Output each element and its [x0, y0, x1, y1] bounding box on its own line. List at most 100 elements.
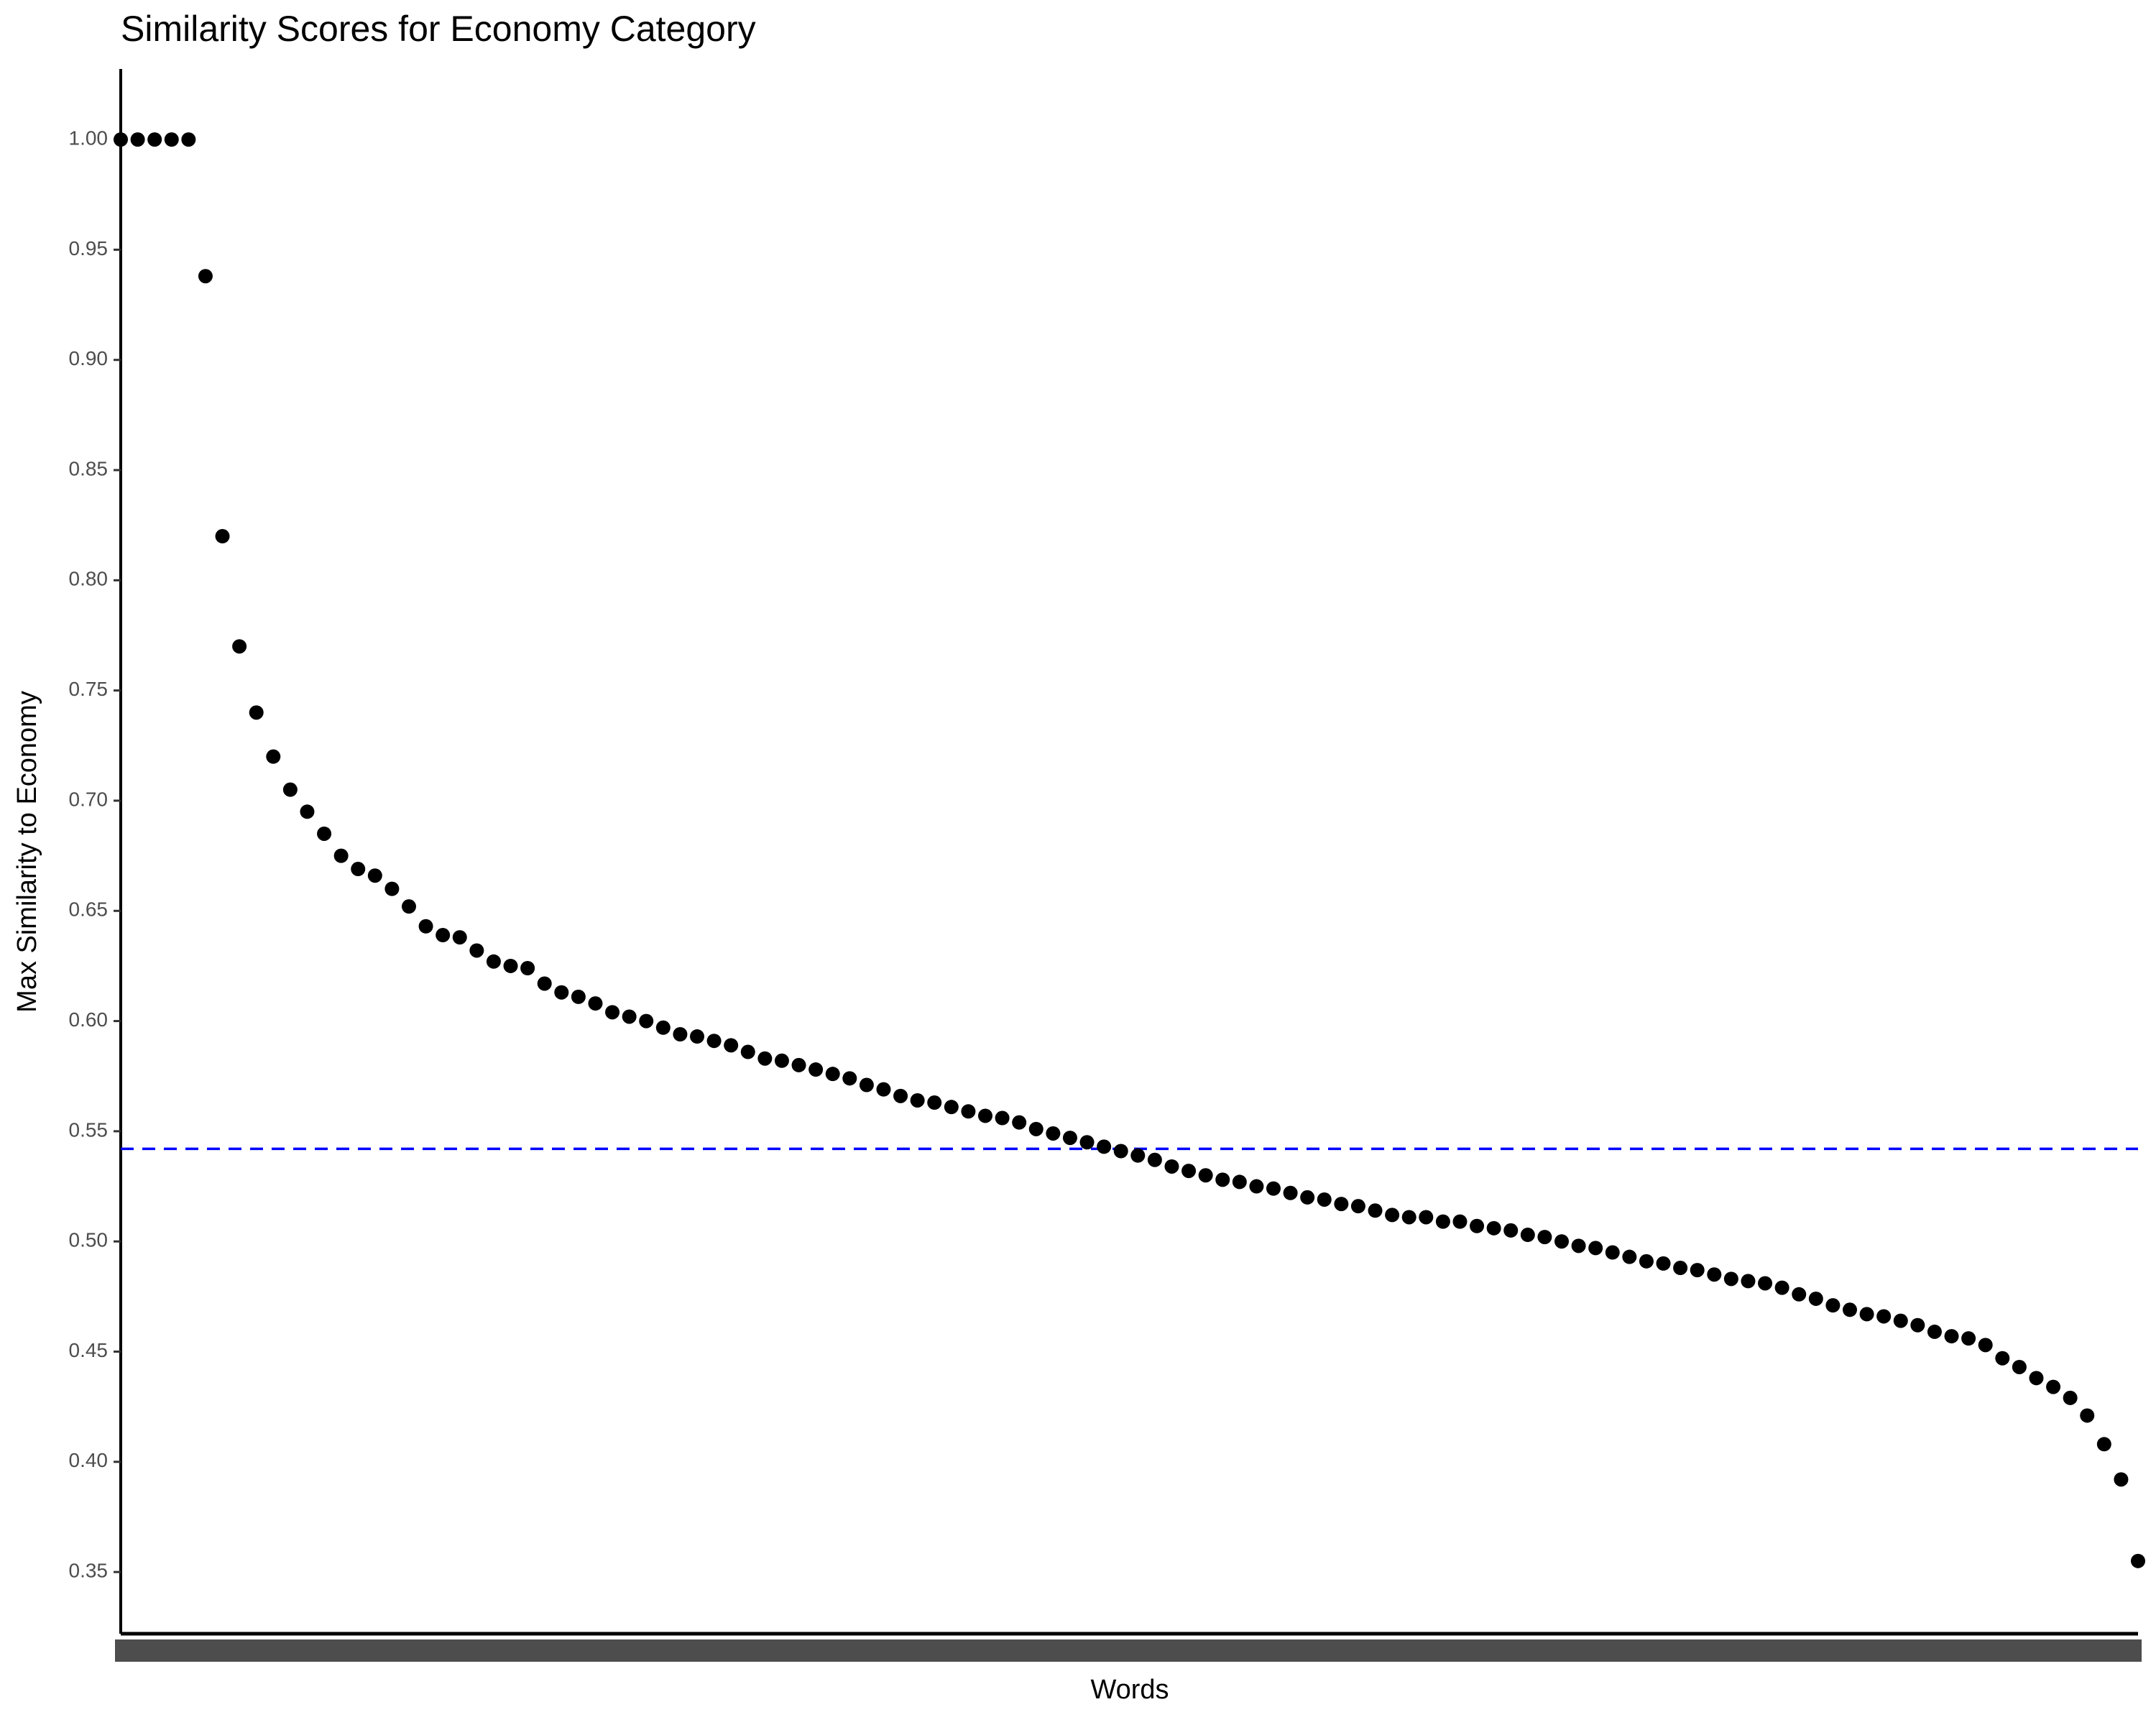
point	[1571, 1238, 1586, 1254]
point	[910, 1092, 925, 1108]
point	[1283, 1185, 1298, 1200]
point	[2063, 1390, 2078, 1405]
point	[436, 928, 451, 943]
x-axis-label: Words	[1090, 1675, 1169, 1705]
point	[1317, 1192, 1332, 1207]
point	[1249, 1179, 1264, 1194]
point	[893, 1088, 908, 1103]
point	[774, 1053, 789, 1068]
point	[1334, 1197, 1349, 1212]
point	[2131, 1553, 2145, 1568]
point	[690, 1029, 704, 1044]
point	[1758, 1276, 1773, 1291]
point	[724, 1038, 739, 1053]
y-axis-label: Max Similarity to Economy	[12, 691, 42, 1013]
point	[1808, 1291, 1823, 1306]
y-tick-label: 0.40	[69, 1449, 109, 1471]
point	[1673, 1261, 1688, 1276]
point	[266, 749, 281, 764]
point	[1012, 1115, 1027, 1130]
point	[740, 1044, 755, 1059]
point	[2029, 1371, 2044, 1386]
point	[1368, 1203, 1383, 1218]
point	[1927, 1324, 1942, 1339]
point	[1350, 1199, 1365, 1214]
point	[1503, 1223, 1519, 1238]
point	[1470, 1218, 1485, 1233]
y-tick-label: 0.95	[69, 237, 109, 259]
point	[825, 1067, 840, 1082]
point	[1215, 1172, 1230, 1187]
point	[995, 1110, 1010, 1126]
point	[1486, 1220, 1501, 1236]
point	[537, 976, 552, 991]
point	[2080, 1408, 2095, 1423]
point	[1690, 1263, 1705, 1278]
point	[1028, 1121, 1044, 1136]
point	[655, 1020, 671, 1035]
point	[198, 269, 213, 284]
point	[520, 961, 535, 976]
y-tick-label: 0.70	[69, 788, 109, 810]
point	[927, 1095, 942, 1110]
point	[1825, 1298, 1841, 1313]
point	[1876, 1309, 1892, 1324]
point	[282, 782, 298, 797]
point	[1859, 1307, 1874, 1322]
point	[859, 1077, 874, 1092]
point	[1130, 1148, 1146, 1163]
point	[1452, 1214, 1468, 1229]
point	[2114, 1472, 2129, 1487]
point	[1097, 1139, 1112, 1154]
point	[2096, 1437, 2111, 1452]
y-tick-label: 0.50	[69, 1229, 109, 1251]
chart-title: Similarity Scores for Economy Category	[121, 9, 756, 49]
point	[1605, 1245, 1620, 1260]
point	[1995, 1351, 2010, 1366]
point	[1707, 1267, 1722, 1282]
point	[639, 1013, 654, 1029]
y-tick-label: 0.75	[69, 678, 109, 700]
point	[1147, 1152, 1162, 1167]
point	[503, 958, 518, 973]
point	[1164, 1159, 1179, 1174]
point	[1113, 1144, 1128, 1159]
point	[605, 1005, 620, 1020]
point	[1419, 1210, 1434, 1225]
point	[1774, 1280, 1789, 1295]
point	[1978, 1338, 1993, 1353]
point	[232, 639, 247, 654]
point	[622, 1009, 637, 1024]
point	[1537, 1230, 1552, 1245]
point	[1622, 1249, 1637, 1264]
point	[1843, 1302, 1857, 1317]
point	[554, 985, 569, 1000]
y-tick-label: 1.00	[69, 127, 109, 150]
point	[808, 1062, 824, 1077]
point	[1198, 1168, 1213, 1183]
point	[452, 930, 467, 945]
point	[181, 132, 196, 147]
point	[1792, 1287, 1807, 1302]
point	[842, 1071, 857, 1086]
point	[351, 862, 366, 877]
point	[1554, 1234, 1569, 1249]
point	[1401, 1210, 1416, 1225]
point	[1520, 1228, 1535, 1243]
point	[215, 529, 230, 544]
point	[944, 1100, 959, 1115]
x-tick-labels-overlapped	[115, 1639, 2142, 1662]
y-tick-label: 0.35	[69, 1560, 109, 1582]
y-tick-label: 0.55	[69, 1118, 109, 1141]
point	[1639, 1254, 1654, 1269]
point	[114, 132, 128, 147]
point	[1944, 1329, 1959, 1344]
point	[1266, 1181, 1281, 1196]
y-tick-label: 0.65	[69, 898, 109, 921]
point	[1723, 1271, 1738, 1287]
y-tick-label: 0.45	[69, 1339, 109, 1361]
point	[757, 1051, 773, 1066]
